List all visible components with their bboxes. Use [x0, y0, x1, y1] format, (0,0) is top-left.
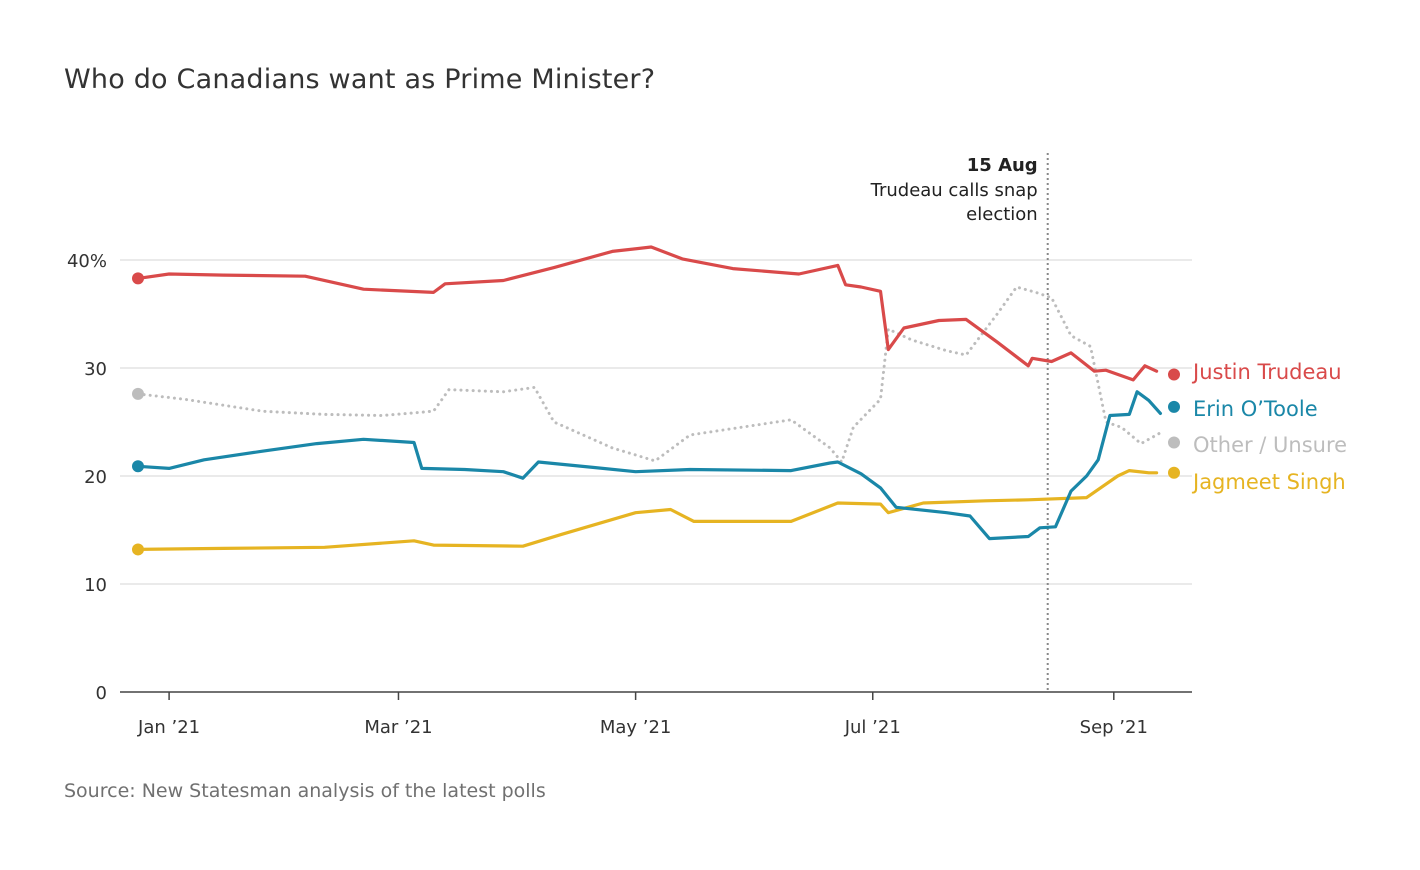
label-justin-trudeau: Justin Trudeau: [1191, 360, 1342, 384]
y-tick-label: 10: [84, 575, 107, 596]
line-erin-o-toole: [136, 390, 1162, 541]
gridlines: [120, 259, 1192, 585]
x-tick-label: Jul ’21: [844, 717, 901, 738]
line-justin-trudeau: [136, 245, 1159, 382]
series-lines: [132, 245, 1180, 556]
x-tick-label: Jan ’21: [137, 717, 200, 738]
y-tick-label: 20: [84, 467, 107, 488]
end-dot-justin-trudeau: [1168, 368, 1180, 381]
line-jagmeet-singh: [136, 469, 1159, 551]
label-jagmeet-singh: Jagmeet Singh: [1191, 470, 1346, 494]
x-axis: Jan ’21 Mar ’21 May ’21 Jul ’21 Sep ’21: [120, 691, 1192, 738]
series-labels: Other / Unsure Jagmeet Singh Erin O’Toole J…: [1191, 360, 1347, 494]
end-dot-erin-o-toole: [1168, 400, 1180, 413]
chart-title: Who do Canadians want as Prime Minister?: [64, 64, 656, 95]
y-tick-label: 30: [84, 359, 107, 380]
x-tick-label: Sep ’21: [1080, 717, 1148, 738]
x-tick-label: May ’21: [600, 717, 672, 738]
annotation-text: election: [966, 204, 1038, 225]
source-note: Source: New Statesman analysis of the la…: [64, 780, 546, 802]
start-dot-erin-o-toole: [132, 460, 144, 473]
y-axis-labels: 0 10 20 30 40%: [67, 251, 107, 704]
start-dot-jagmeet-singh: [132, 543, 144, 556]
line-other-unsure: [136, 285, 1162, 464]
label-erin-o-toole: Erin O’Toole: [1193, 397, 1318, 421]
end-dot-other-unsure: [1168, 436, 1180, 449]
x-tick-label: Mar ’21: [364, 717, 432, 738]
y-tick-label: 0: [96, 683, 107, 704]
annotation-text: Trudeau calls snap: [870, 180, 1038, 201]
annotation-group: 15 Aug Trudeau calls snap election: [870, 153, 1049, 692]
label-other-unsure: Other / Unsure: [1193, 433, 1347, 457]
end-dot-jagmeet-singh: [1168, 466, 1180, 479]
start-dot-justin-trudeau: [132, 272, 144, 285]
annotation-title: 15 Aug: [967, 155, 1038, 176]
y-tick-label: 40%: [67, 251, 107, 272]
start-dot-other-unsure: [132, 387, 144, 400]
